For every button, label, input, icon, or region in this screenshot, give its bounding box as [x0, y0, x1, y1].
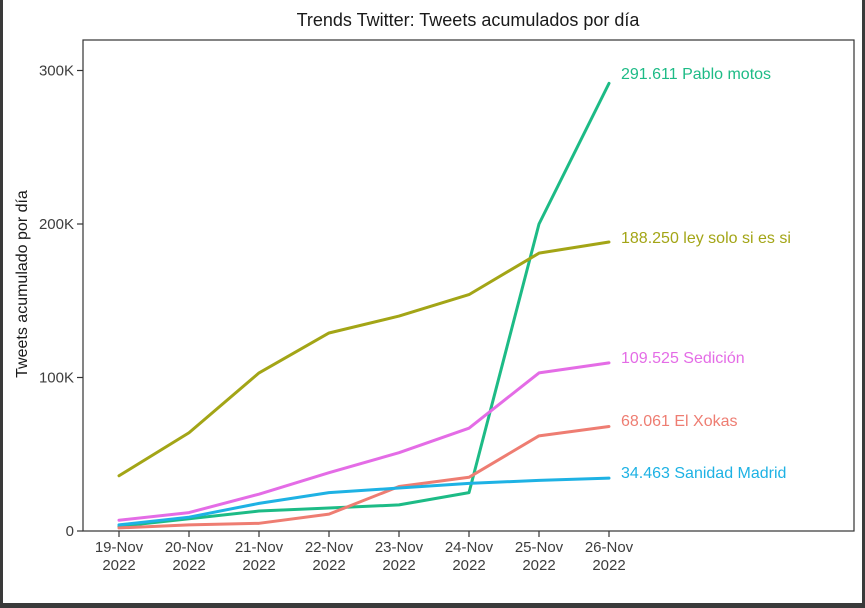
x-tick-label: 25-Nov 2022 — [515, 539, 564, 574]
plot-panel — [82, 39, 855, 532]
x-tick-label: 23-Nov 2022 — [375, 539, 424, 574]
y-axis: 0 100K 200K 300K — [39, 63, 83, 540]
series-end-label: 68.061 El Xokas — [621, 413, 738, 430]
x-axis: 19-Nov 2022 20-Nov 2022 21-Nov 2022 22-Nov 2022… — [95, 531, 634, 574]
x-tick-label: 19-Nov 2022 — [95, 539, 144, 574]
series-lines — [117, 81, 611, 530]
series-line — [117, 240, 611, 478]
series-line — [117, 361, 611, 522]
series-end-label: 34.463 Sanidad Madrid — [621, 465, 786, 482]
series-line — [117, 476, 611, 527]
x-tick-label: 22-Nov 2022 — [305, 539, 354, 574]
series-end-labels: 291.611 Pablo motos 188.250 ley solo si e… — [621, 66, 791, 482]
series-end-label: 109.525 Sedición — [621, 350, 745, 367]
series-line — [117, 81, 611, 528]
x-tick-label: 21-Nov 2022 — [235, 539, 284, 574]
y-tick-label: 0 — [66, 523, 74, 540]
series-end-label: 188.250 ley solo si es si — [621, 230, 791, 247]
x-tick-label: 20-Nov 2022 — [165, 539, 214, 574]
series-line — [117, 425, 611, 530]
y-tick-label: 200K — [39, 216, 74, 233]
y-axis-label: Tweets acumulado por día — [14, 190, 31, 378]
chart-title: Trends Twitter: Tweets acumulados por dí… — [297, 10, 641, 30]
line-chart: Trends Twitter: Tweets acumulados por dí… — [14, 10, 855, 574]
x-tick-label: 26-Nov 2022 — [585, 539, 634, 574]
x-tick-label: 24-Nov 2022 — [445, 539, 494, 574]
series-end-label: 291.611 Pablo motos — [621, 66, 771, 83]
y-tick-label: 100K — [39, 370, 74, 387]
y-tick-label: 300K — [39, 63, 74, 80]
